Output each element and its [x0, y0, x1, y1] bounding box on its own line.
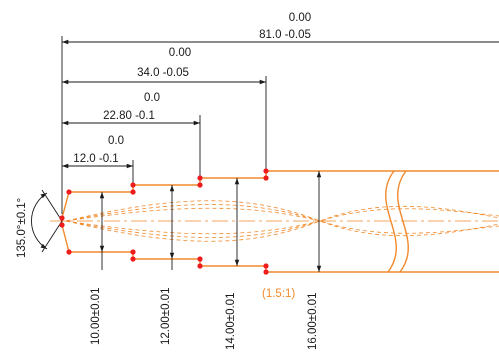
vertex-point[interactable]: [197, 182, 203, 188]
vertex-point[interactable]: [263, 168, 269, 174]
vertex-point[interactable]: [66, 249, 72, 255]
vertex-point[interactable]: [263, 269, 269, 275]
dim-dia-14-value: 14.00±0.01: [225, 293, 237, 350]
vertex-point[interactable]: [130, 182, 136, 188]
inner-taper-upper-3: [65, 207, 321, 222]
dim-34-upper-tolerance: 0.00: [169, 47, 191, 59]
dim-dia-12-value: 12.00±0.01: [160, 288, 172, 345]
dim-22-upper-tolerance: 0.0: [144, 92, 160, 104]
dim-12-upper-tolerance: 0.0: [108, 135, 124, 147]
vertex-point[interactable]: [66, 189, 72, 195]
vertex-point[interactable]: [263, 263, 269, 269]
dim-tip-angle-value: 135.0°±0.1°: [16, 198, 28, 258]
vertex-point[interactable]: [59, 222, 65, 228]
vertex-point[interactable]: [197, 256, 203, 262]
part-outline: [61, 170, 499, 273]
dim-dia-16-value: 16.00±0.01: [307, 293, 319, 350]
angle-arc: [31, 192, 48, 250]
vertex-point[interactable]: [263, 175, 269, 181]
upper-profile-line: [61, 170, 499, 219]
dim-dia-10-value: 10.00±0.01: [90, 288, 102, 345]
vertex-point[interactable]: [197, 175, 203, 181]
dim-81-value: 81.0 -0.05: [259, 29, 311, 41]
scale-label: (1.5:1): [262, 288, 295, 300]
inner-taper-lower-3: [65, 220, 321, 235]
angle-dimension: [31, 189, 63, 253]
break-line-left: [385, 170, 397, 273]
dim-22-value: 22.80 -0.1: [103, 110, 155, 122]
vertex-point[interactable]: [59, 215, 65, 221]
vertex-point[interactable]: [130, 256, 136, 262]
vertex-points: [59, 168, 269, 275]
hidden-lines: [50, 200, 499, 242]
diameter-dimensions: [99, 171, 322, 272]
dim-34-value: 34.0 -0.05: [137, 67, 189, 79]
vertex-point[interactable]: [130, 189, 136, 195]
dim-12-value: 12.0 -0.1: [73, 153, 118, 165]
horizontal-dimensions: [61, 36, 499, 214]
break-line-right: [397, 170, 409, 273]
vertex-point[interactable]: [130, 249, 136, 255]
dim-81-upper-tolerance: 0.00: [289, 12, 311, 24]
vertex-point[interactable]: [197, 263, 203, 269]
